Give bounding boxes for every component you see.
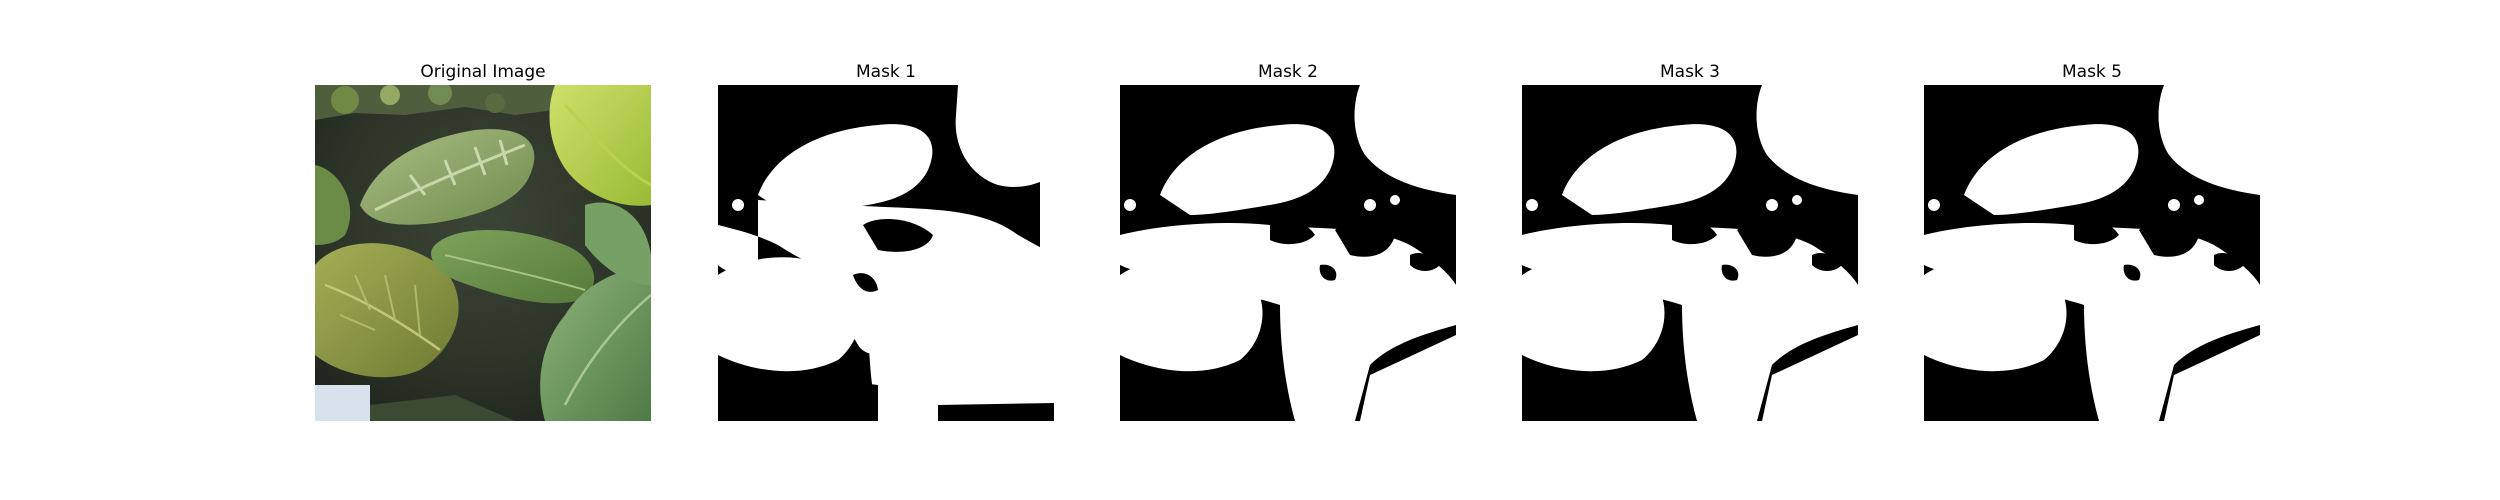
original-image-title: Original Image (420, 62, 546, 82)
mask-2-title: Mask 2 (1257, 62, 1318, 82)
mask-5-title: Mask 5 (2061, 62, 2122, 82)
mask-3-image (1522, 85, 1858, 421)
mask-5-image (1924, 85, 2260, 421)
original-image-panel: Original Image (315, 60, 651, 421)
mask-3-title: Mask 3 (1659, 62, 1720, 82)
mask-2-image (1120, 85, 1456, 421)
mask-1-panel: Mask 1 (718, 60, 1054, 421)
mask-1-image (718, 85, 1054, 421)
mask-2-panel: Mask 2 (1120, 60, 1456, 421)
mask-1-title: Mask 1 (855, 62, 916, 82)
mask-3-panel: Mask 3 (1522, 60, 1858, 421)
mask-5-panel: Mask 5 (1924, 60, 2260, 421)
original-image (315, 85, 651, 421)
